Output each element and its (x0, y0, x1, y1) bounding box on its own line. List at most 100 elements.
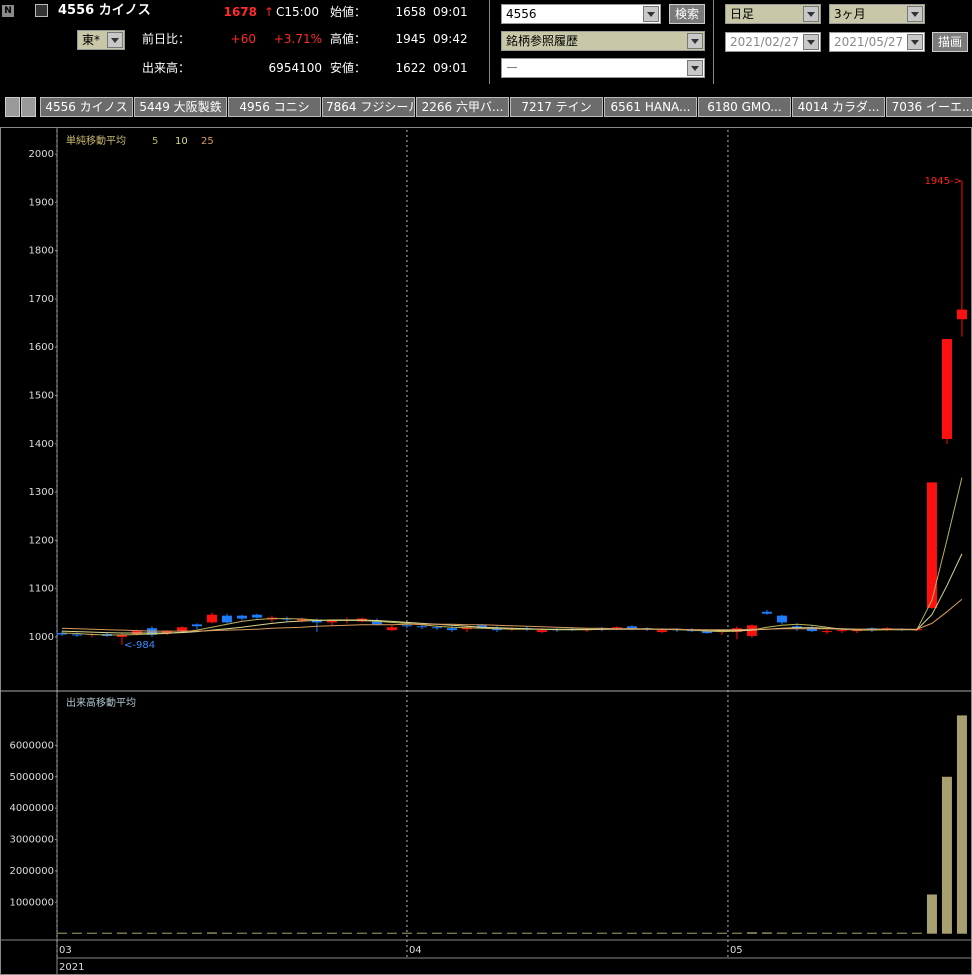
range-select[interactable]: 3ヶ月 (829, 4, 925, 24)
y-tick-label: 1900 (29, 197, 54, 208)
stock-tab[interactable]: 4956 コニシ (228, 97, 321, 117)
candle-body (776, 615, 787, 623)
ma-line (61, 598, 963, 632)
volume-bar (116, 932, 127, 934)
stock-tab[interactable]: 6180 GMO... (698, 97, 791, 117)
volume-bar (536, 932, 547, 934)
candle-body (446, 628, 457, 631)
candle-body (746, 625, 757, 636)
to-date[interactable]: 2021/05/27 (829, 32, 925, 52)
volume-bar (221, 932, 232, 934)
candle-body (956, 309, 967, 320)
dropdown-arrow[interactable] (907, 34, 923, 50)
high-time: 09:42 (433, 32, 468, 46)
stock-tab[interactable]: 5449 大阪製鉄 (134, 97, 227, 117)
volume-bar (866, 932, 877, 934)
volume-tick-label: 2000000 (9, 866, 54, 877)
label: 安値： (330, 61, 367, 75)
candle-body (851, 630, 862, 632)
alert-icon[interactable] (35, 4, 48, 17)
volume-bar (146, 932, 157, 934)
candle-body (251, 614, 262, 618)
candle-body (941, 339, 952, 439)
open-value: 1658 (395, 5, 426, 19)
stock-tab[interactable]: 2266 六甲バ... (416, 97, 509, 117)
volume-bar (806, 932, 817, 934)
volume-bar (671, 932, 682, 934)
candle-body (821, 631, 832, 633)
volume-bar (656, 932, 667, 934)
volume-bar (626, 932, 637, 934)
volume-bar (911, 932, 922, 934)
volume-bar (851, 932, 862, 934)
stock-tab[interactable]: 6561 HANA... (604, 97, 697, 117)
volume-bar (416, 932, 427, 934)
volume-bar (686, 932, 697, 934)
stock-tab[interactable]: 4014 カラダ... (792, 97, 885, 117)
ma-legend: 25 (201, 136, 214, 147)
volume-bar (86, 932, 97, 934)
code-input[interactable]: 4556 (501, 4, 661, 24)
stock-tab[interactable]: 7217 テイン (510, 97, 603, 117)
draw-button[interactable]: 描画 (932, 32, 968, 52)
volume-bar (791, 932, 802, 934)
volume-bar (611, 932, 622, 934)
volume-bar (326, 932, 337, 934)
volume-value: 6954100 (268, 61, 322, 75)
y-tick-label: 1400 (29, 439, 54, 450)
candle-body (176, 627, 187, 632)
label: 高値： (330, 32, 367, 46)
volume-bar (281, 932, 292, 934)
label: 始値： (330, 5, 367, 19)
dropdown-arrow[interactable] (687, 33, 703, 49)
y-tick-label: 1200 (29, 535, 54, 546)
volume-tick-label: 6000000 (9, 740, 54, 751)
volume-bar (881, 932, 892, 934)
stock-tab[interactable]: 7036 イーエ... (886, 97, 972, 117)
candle-body (221, 615, 232, 623)
search-button[interactable]: 検索 (669, 4, 705, 24)
candle-body (536, 630, 547, 633)
label: 出来高： (142, 61, 191, 75)
volume-bar (161, 932, 172, 934)
sub-select[interactable]: ー (501, 58, 705, 78)
candle-body (401, 625, 412, 627)
volume-bar (371, 932, 382, 934)
volume-bar (716, 932, 727, 934)
ma-legend: 10 (175, 136, 188, 147)
tab-first-button[interactable] (5, 97, 20, 117)
stock-name: 4556 カイノス (58, 3, 151, 18)
dropdown-arrow[interactable] (803, 6, 819, 22)
volume-tick-label: 1000000 (9, 897, 54, 908)
period-select[interactable]: 日足 (725, 4, 821, 24)
volume-bar (56, 932, 67, 934)
candle-body (371, 620, 382, 625)
stock-tab[interactable]: 4556 カイノス (40, 97, 133, 117)
dropdown-arrow[interactable] (907, 6, 923, 22)
dropdown-arrow[interactable] (687, 60, 703, 76)
ma-line (61, 477, 963, 636)
dropdown-arrow[interactable] (803, 34, 819, 50)
dropdown-arrow[interactable] (643, 6, 659, 22)
volume-bar (101, 932, 112, 934)
exchange-select[interactable]: 東* (77, 30, 125, 50)
candle-body (926, 482, 937, 608)
candle-body (761, 611, 772, 614)
volume-bar (746, 932, 757, 934)
candle-body (686, 630, 697, 632)
low-value: 1622 (395, 61, 426, 75)
volume-title: 出来高移動平均 (66, 696, 136, 709)
volume-bar (926, 894, 937, 934)
y-tick-label: 1800 (29, 246, 54, 257)
dropdown-arrow[interactable] (107, 32, 123, 48)
label: 前日比： (142, 32, 191, 46)
from-date[interactable]: 2021/02/27 (725, 32, 821, 52)
stock-tab[interactable]: 7864 フジシール (322, 97, 415, 117)
volume-tick-label: 3000000 (9, 835, 54, 846)
volume-bar (896, 932, 907, 934)
volume-bar (761, 932, 772, 934)
history-select[interactable]: 銘柄参照履歴 (501, 31, 705, 51)
volume-bar (236, 932, 247, 934)
tab-prev-button[interactable] (21, 97, 36, 117)
